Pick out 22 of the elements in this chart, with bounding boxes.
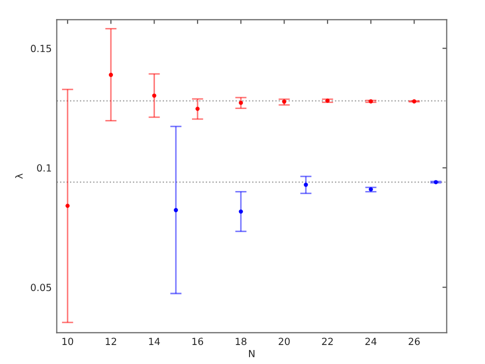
point	[174, 208, 178, 212]
point	[238, 209, 243, 214]
y-tick-label: 0.1	[37, 164, 51, 172]
point	[65, 204, 70, 208]
point	[304, 182, 308, 187]
point	[108, 72, 113, 77]
point	[152, 94, 156, 98]
x-tick-label: 20	[278, 338, 290, 346]
x-tick-label: 16	[192, 338, 204, 346]
point	[195, 106, 200, 111]
x-tick-label: 24	[365, 338, 377, 345]
x-tick-label: 22	[322, 338, 333, 345]
x-tick-label: 14	[149, 338, 160, 345]
x-tick-label: 10	[62, 338, 74, 346]
y-tick-label: 0.15	[30, 44, 52, 52]
x-tick-label: 12	[106, 338, 116, 345]
y-tick-label: 0.05	[30, 284, 52, 292]
x-tick-label: 18	[236, 338, 246, 346]
point	[238, 100, 243, 105]
y-axis-title: λ	[15, 174, 23, 179]
x-axis-title: N	[249, 350, 254, 358]
x-tick-label: 26	[408, 338, 420, 346]
